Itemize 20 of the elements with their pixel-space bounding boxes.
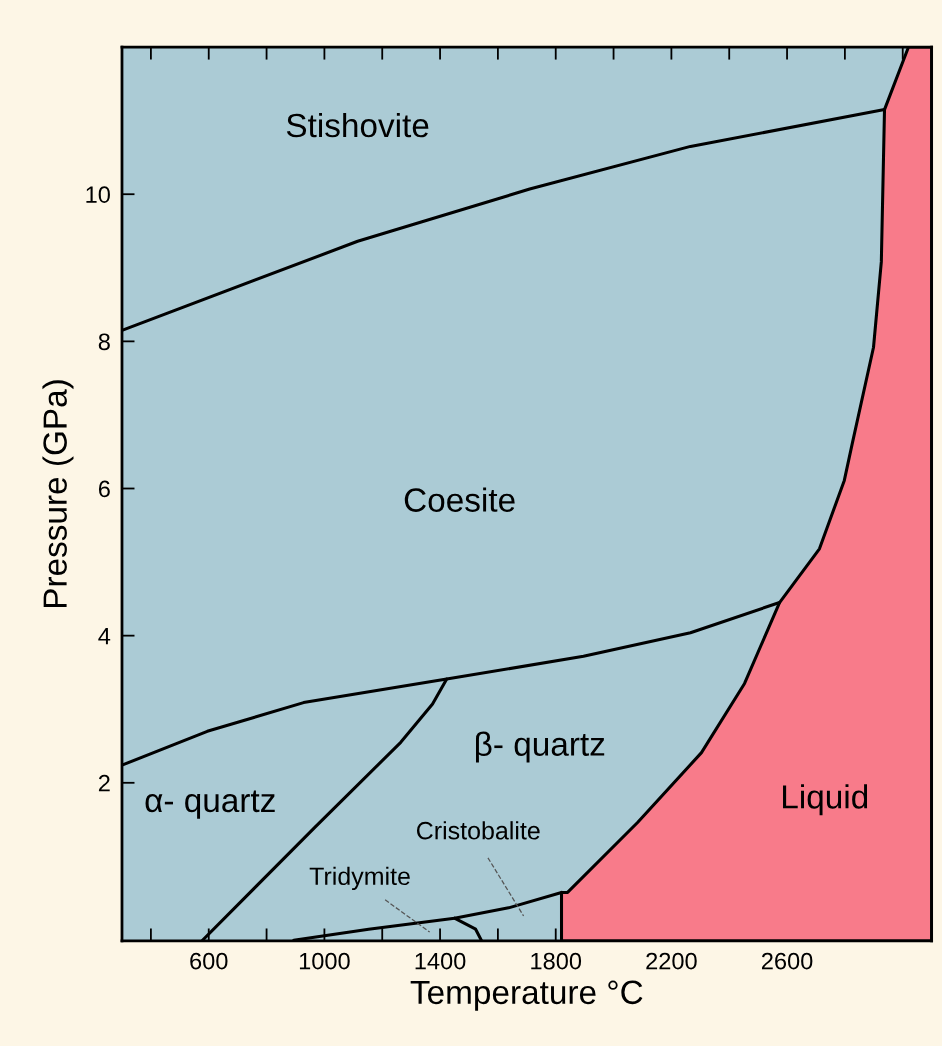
- annotation: Tridymite: [309, 866, 410, 891]
- x-tick-label: 1800: [531, 952, 582, 970]
- annotation: Cristobalite: [416, 821, 540, 840]
- y-tick-label: 8: [98, 333, 110, 351]
- x-axis-title: Temperature °C: [410, 980, 643, 1011]
- x-tick-label: 1000: [299, 952, 350, 970]
- y-tick-label: 10: [86, 186, 110, 203]
- y-axis-title: Pressure (GPa): [42, 380, 74, 608]
- annotation: α- quartz: [145, 790, 275, 819]
- y-tick-label: 4: [98, 627, 111, 645]
- y-tick-label: 6: [98, 480, 110, 498]
- annotation: Liquid: [783, 784, 868, 816]
- annotation: Stishovite: [286, 112, 429, 138]
- annotation: β- quartz: [476, 731, 605, 763]
- x-tick-label: 2600: [761, 952, 813, 970]
- x-tick-label: 1400: [415, 952, 466, 970]
- y-tick-label: 2: [98, 774, 110, 792]
- annotation: Coesite: [404, 487, 515, 512]
- x-tick-label: 600: [190, 952, 228, 970]
- x-tick-label: 2200: [646, 952, 697, 970]
